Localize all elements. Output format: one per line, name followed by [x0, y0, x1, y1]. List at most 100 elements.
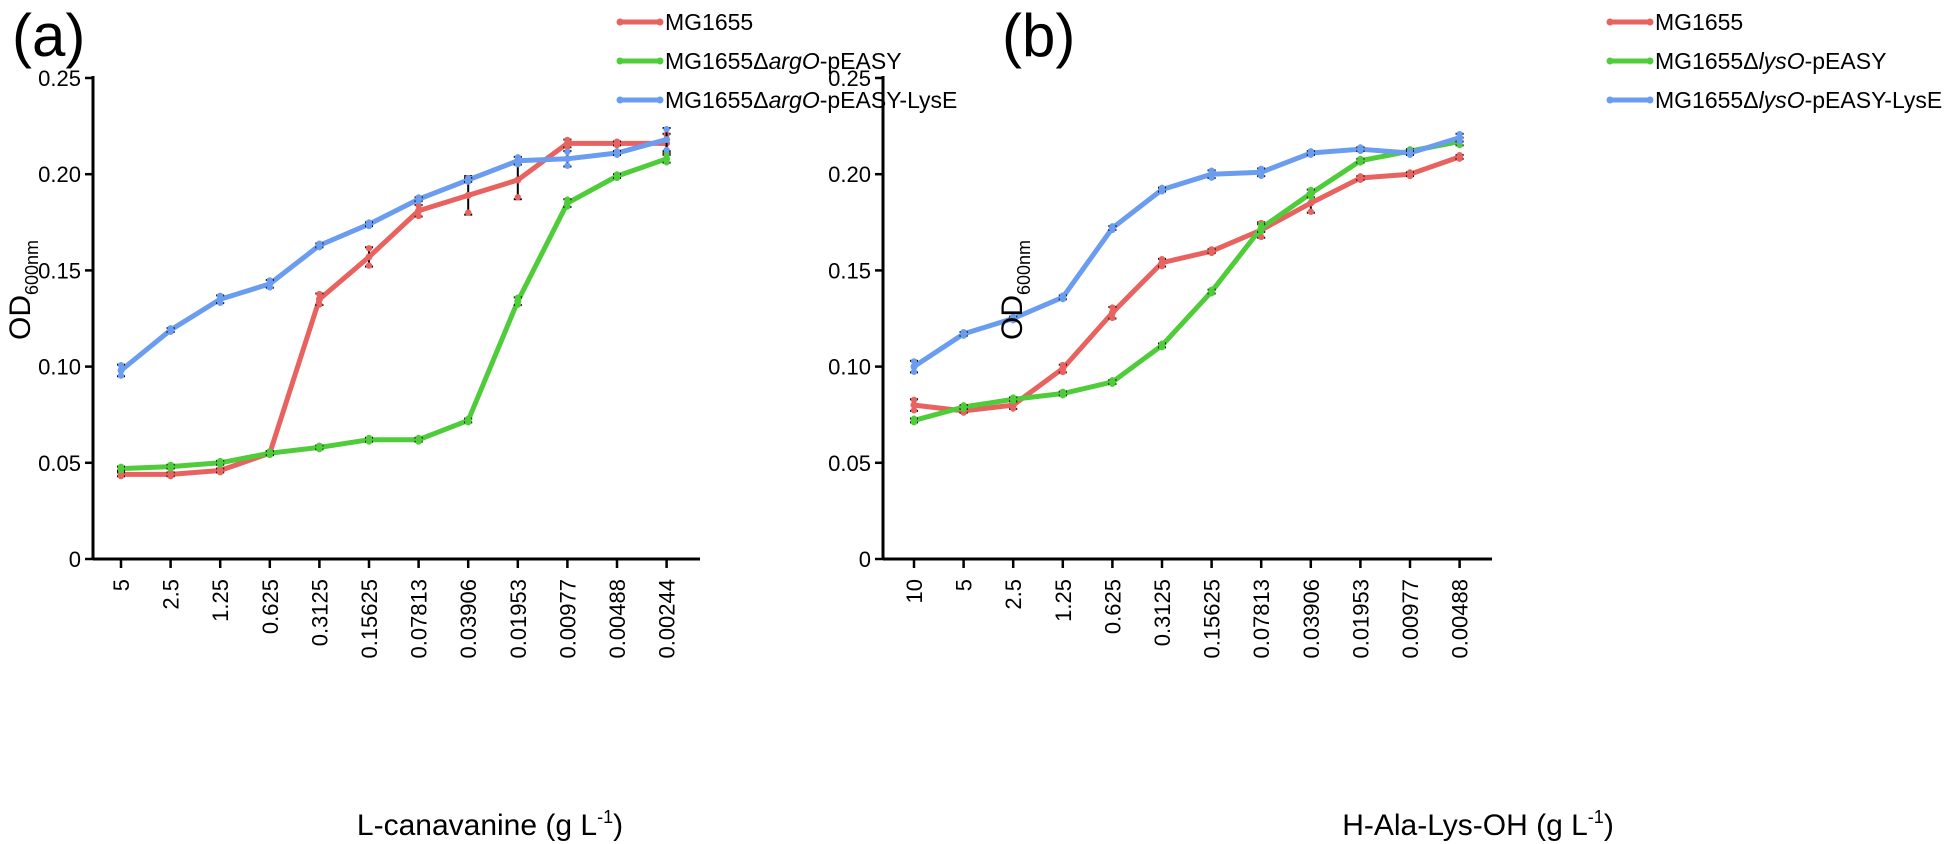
panel-a-legend-swatch-dot — [656, 57, 664, 65]
panel-a-y-tick-label: 0.10 — [38, 355, 81, 380]
panel-b-series-1-point — [1059, 365, 1067, 373]
panel-a-series-1-point — [365, 253, 373, 261]
panel-a-legend-swatch-dot — [616, 96, 624, 104]
panel-b-series-3-point — [960, 330, 968, 338]
panel-b-series-2-point — [1059, 390, 1067, 398]
panel-b-y-tick-label: 0.15 — [828, 258, 871, 283]
panel-b-legend-swatch-dot — [1606, 18, 1614, 26]
panel-a-legend-label-suffix: -pEASY — [820, 48, 902, 74]
panel-a-series-3-point — [464, 176, 472, 184]
panel-a-y-axis-title-main: OD — [4, 295, 37, 340]
panel-b-series-1 — [910, 151, 1464, 416]
panel-a-series-3-replicate-point — [117, 362, 125, 369]
panel-b-y-tick-label: 0.05 — [828, 451, 871, 476]
panel-b-series-3-point — [1059, 293, 1067, 301]
panel-a-x-tick-label: 0.07813 — [407, 579, 432, 659]
panel-a-series-1-point — [563, 139, 571, 147]
panel-a-series-1-replicate-point — [415, 212, 422, 220]
panel-b-series-3-point — [1158, 186, 1166, 194]
panel-b-series-1-replicate-point — [1307, 208, 1315, 215]
panel-a-y-tick-label: 0.20 — [38, 162, 81, 187]
panel-b-series-1-point — [1108, 309, 1116, 317]
panel-b-series-2-line — [911, 138, 1463, 423]
panel-a-x-tick-label: 0.00977 — [555, 579, 580, 659]
panel-b-legend-label: MG1655 — [1655, 9, 1743, 35]
panel-a-legend: MG1655 MG1655ΔargO-pEASY MG1655ΔargO-pEASY… — [616, 9, 957, 113]
panel-b-series-3-point — [1356, 145, 1364, 153]
panel-a-y-axis-title: OD600nm — [4, 240, 42, 340]
panel-b-legend-label-suffix: -pEASY — [1805, 48, 1887, 74]
panel-b-series-1-replicate-point — [1109, 304, 1116, 311]
panel-a-series-1-replicate-point — [365, 262, 373, 269]
panel-b-legend-label-gene: lysO — [1759, 48, 1805, 74]
panel-b-series-2-point — [1158, 341, 1166, 349]
panel-a-series-2-point — [663, 155, 671, 163]
panel-b-series-3-point — [1456, 134, 1464, 142]
panel-b-legend-entry-1: MG1655 — [1606, 9, 1743, 35]
panel-a-series-2-point — [266, 449, 274, 457]
panel-b-y-tick-label: 0 — [859, 547, 871, 572]
panel-a-series-2-point — [315, 443, 323, 451]
panel-a-x-tick-label: 2.5 — [159, 579, 184, 610]
panel-a-legend-label-prefix: MG1655 — [665, 9, 753, 35]
panel-a-legend-label-prefix: MG1655Δ — [665, 48, 769, 74]
panel-b-series-1-point — [1307, 199, 1315, 207]
panel-b-series-2-point — [1307, 189, 1315, 197]
panel-b-legend-label-prefix: MG1655Δ — [1655, 87, 1759, 113]
panel-a-series-3-point — [266, 280, 274, 288]
panel-a-series-3-replicate-point — [117, 372, 125, 379]
panel-b-series-2 — [910, 134, 1464, 426]
panel-a-x-tick-label: 0.15625 — [357, 579, 382, 659]
panel-a-legend-entry-3: MG1655ΔargO-pEASY-LysE — [616, 87, 957, 113]
panel-a-series-1-point — [514, 176, 522, 184]
panel-a-label: (a) — [12, 2, 85, 69]
panel-a-x-tick-label: 5 — [109, 579, 134, 591]
panel-a-series-3-point — [613, 149, 621, 157]
panel-b-series-2-point — [910, 416, 918, 424]
panel-a: (a) 0 0.05 0.10 0.15 0.20 0.25 5 2.5 1.25 0.625 0.… — [4, 2, 957, 842]
panel-a-legend-label-gene: argO — [769, 48, 820, 74]
panel-b-x-tick-label: 0.00977 — [1398, 579, 1423, 659]
panel-a-plot-area: 0 0.05 0.10 0.15 0.20 0.25 5 2.5 1.25 0.625 0.3125… — [38, 66, 700, 659]
panel-a-series-2-point — [167, 463, 175, 471]
panel-a-series-3-replicate-point — [564, 148, 571, 156]
panel-a-series-3-replicate-point — [663, 146, 670, 154]
panel-a-legend-swatch-dot — [656, 96, 664, 104]
svg-text:OD600nm: OD600nm — [4, 240, 42, 340]
panel-a-series-1-point — [415, 207, 423, 215]
panel-a-series-3-point — [514, 157, 522, 165]
panel-a-series-3-point — [315, 241, 323, 249]
panel-a-legend-swatch-dot — [616, 18, 624, 26]
panel-a-series-3-point — [415, 195, 423, 203]
panel-b-x-tick-label: 0.15625 — [1200, 579, 1225, 659]
panel-b-series-3-point — [1406, 149, 1414, 157]
panel-b-x-tick-label: 0.03906 — [1299, 579, 1324, 659]
panel-b-legend-label-suffix: -pEASY-LysE — [1805, 87, 1943, 113]
panel-a-series-1-point — [464, 191, 472, 199]
panel-b-x-tick-label: 10 — [902, 579, 927, 603]
svg-text:OD600nm: OD600nm — [996, 240, 1034, 340]
panel-b-series-3-point — [1307, 149, 1315, 157]
panel-b-series-3-point — [910, 363, 918, 371]
panel-a-x-tick-label: 0.00244 — [655, 579, 680, 659]
panel-b-x-tick-label: 2.5 — [1001, 579, 1026, 610]
panel-b-x-axis-title-end: ) — [1604, 809, 1614, 842]
panel-a-series-2-point — [613, 172, 621, 180]
panel-a-series-1 — [117, 131, 671, 480]
panel-b-series-3 — [910, 130, 1464, 375]
panel-b-series-1-line — [911, 154, 1463, 414]
panel-a-series-2-point — [365, 436, 373, 444]
panel-b-y-tick-label: 0.20 — [828, 162, 871, 187]
panel-b-series-1-point — [1208, 247, 1216, 255]
panel-a-series-3-point — [167, 326, 175, 334]
panel-a-x-axis-title-sup: -1 — [597, 807, 613, 827]
panel-a-y-tick-label: 0.15 — [38, 258, 81, 283]
panel-a-x-tick-label: 0.03906 — [456, 579, 481, 659]
panel-a-series-2-point — [563, 199, 571, 207]
panel-a-x-axis-title: L-canavanine (g L-1) — [357, 807, 623, 842]
panel-b-plot-area: 0 0.05 0.10 0.15 0.20 0.25 10 5 2.5 1.25 0.625 0.31… — [828, 66, 1492, 659]
panel-a-series-3 — [117, 125, 671, 379]
panel-b-x-axis-title-sup: -1 — [1588, 807, 1604, 827]
panel-b-legend-label-prefix: MG1655 — [1655, 9, 1743, 35]
panel-a-series-2-point — [415, 436, 423, 444]
